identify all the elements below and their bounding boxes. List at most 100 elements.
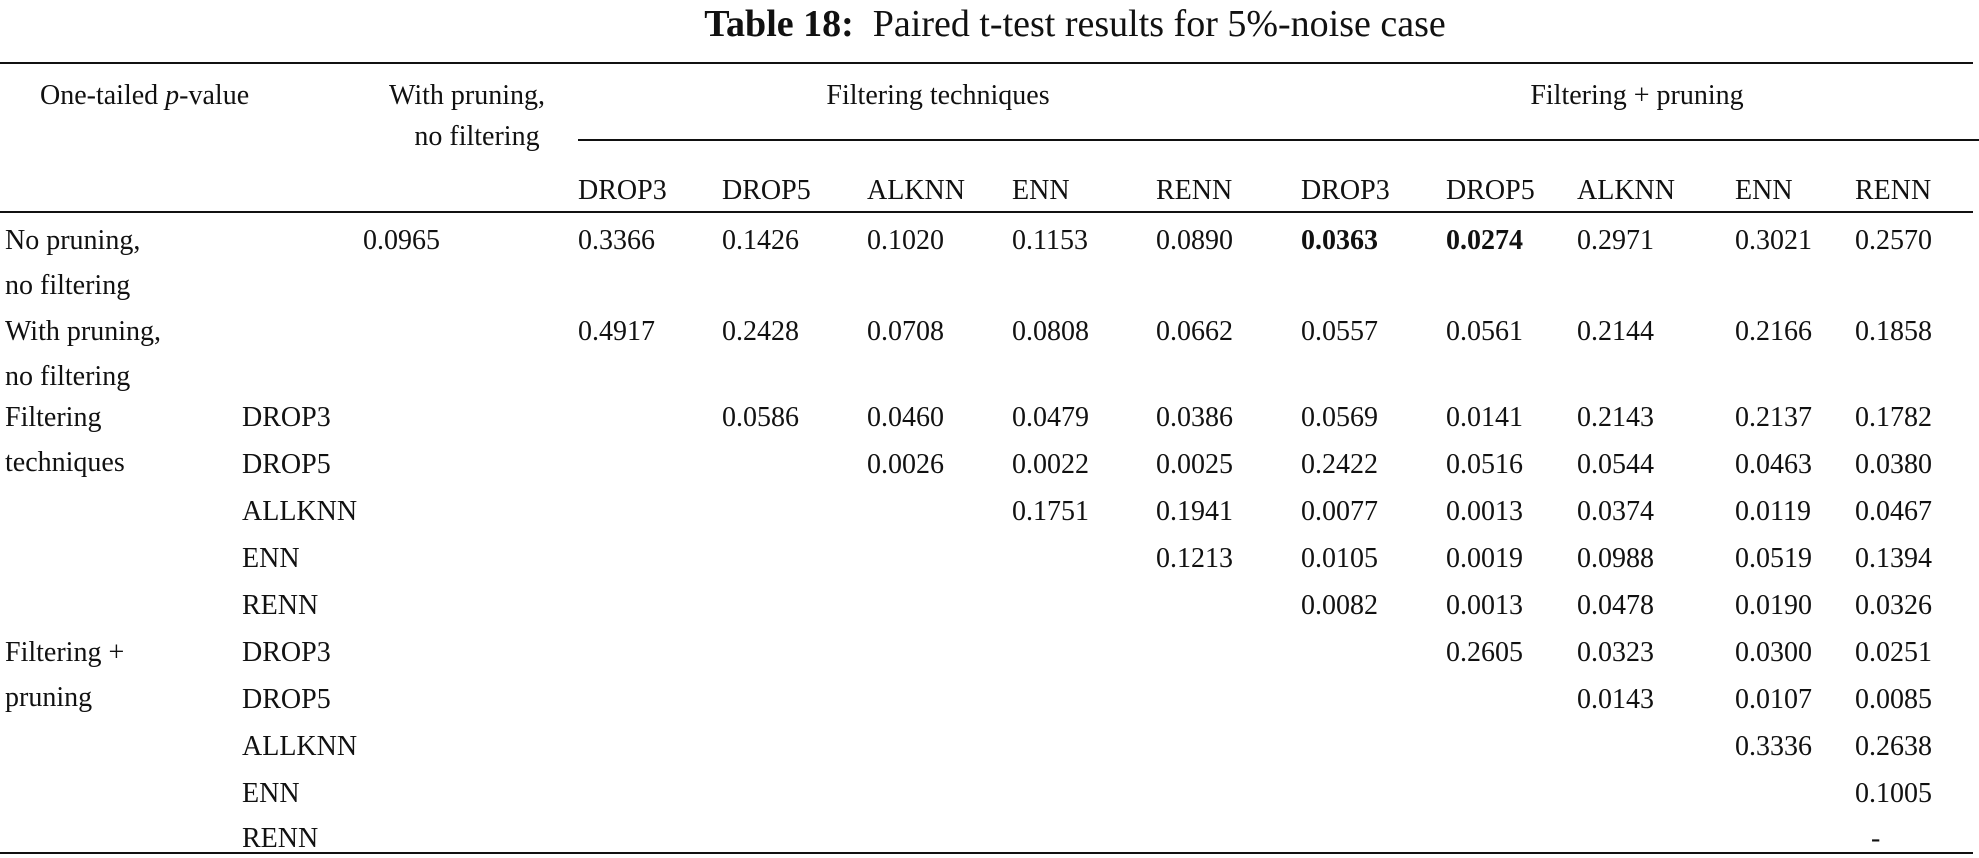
column-header-filtering-enn: ENN	[1012, 175, 1070, 206]
table-cell: 0.0022	[1012, 449, 1089, 480]
table-caption: Paired t-test results for 5%-noise case	[872, 3, 1446, 45]
table-cell: 0.0019	[1446, 543, 1523, 574]
table-cell: 0.4917	[578, 316, 655, 347]
row-label: no filtering	[5, 270, 131, 301]
table-cell: 0.0119	[1735, 496, 1811, 527]
table-cell: 0.2570	[1855, 225, 1932, 256]
table-cell: 0.0105	[1301, 543, 1378, 574]
table-cell: 0.0479	[1012, 402, 1089, 433]
column-header-filtering-pruning-drop5: DROP5	[1446, 175, 1535, 206]
table-cell: 0.0662	[1156, 316, 1233, 347]
table-cell: 0.0323	[1577, 637, 1654, 668]
table-cell: 0.0890	[1156, 225, 1233, 256]
table-cell: 0.0808	[1012, 316, 1089, 347]
table-cell: 0.0077	[1301, 496, 1378, 527]
table-cell: 0.1782	[1855, 402, 1932, 433]
with-pruning-header-line2: no filtering	[414, 121, 540, 152]
table-cell: 0.0026	[867, 449, 944, 480]
row-sublabel: ENN	[242, 778, 300, 809]
table-cell: 0.0013	[1446, 590, 1523, 621]
table-cell: 0.0251	[1855, 637, 1932, 668]
table-cell: 0.0519	[1735, 543, 1812, 574]
row-label: no filtering	[5, 361, 131, 392]
table-cell: 0.1213	[1156, 543, 1233, 574]
column-header-filtering-pruning-alknn: ALKNN	[1577, 175, 1675, 206]
table-cell: 0.0561	[1446, 316, 1523, 347]
table-cell: 0.0085	[1855, 684, 1932, 715]
row-label: pruning	[5, 682, 93, 713]
table-cell: 0.0557	[1301, 316, 1378, 347]
table-cell: 0.1005	[1855, 778, 1932, 809]
table-cell: 0.1020	[867, 225, 944, 256]
table-cell: 0.0544	[1577, 449, 1654, 480]
header-rule	[0, 211, 1973, 213]
row-sublabel: DROP3	[242, 402, 331, 433]
row-label: With pruning,	[5, 316, 161, 347]
table-cell: 0.1751	[1012, 496, 1089, 527]
row-sublabel: ALLKNN	[242, 496, 358, 527]
group-rule	[578, 139, 1979, 141]
table-cell: 0.1858	[1855, 316, 1932, 347]
table-cell: 0.0082	[1301, 590, 1378, 621]
bottom-rule	[0, 852, 1973, 854]
table-cell: 0.2428	[722, 316, 799, 347]
table-cell: 0.0143	[1577, 684, 1654, 715]
column-header-filtering-pruning-drop3: DROP3	[1301, 175, 1390, 206]
table-cell: 0.2422	[1301, 449, 1378, 480]
table-cell: 0.0107	[1735, 684, 1812, 715]
row-label: Filtering	[5, 402, 102, 433]
table-cell: 0.0274	[1446, 225, 1523, 256]
row-label: techniques	[5, 447, 125, 478]
table-cell: 0.1394	[1855, 543, 1932, 574]
row-sublabel: DROP5	[242, 684, 331, 715]
table-cell: 0.0460	[867, 402, 944, 433]
row-sublabel: ENN	[242, 543, 300, 574]
top-rule	[0, 62, 1973, 64]
table-cell: 0.0463	[1735, 449, 1812, 480]
table-cell: 0.1941	[1156, 496, 1233, 527]
table-cell: 0.0467	[1855, 496, 1932, 527]
table-cell: 0.0300	[1735, 637, 1812, 668]
column-header-filtering-alknn: ALKNN	[867, 175, 965, 206]
table-cell: -	[1871, 823, 1881, 854]
table-cell: 0.3021	[1735, 225, 1812, 256]
row-sublabel: ALLKNN	[242, 731, 358, 762]
table-cell: 0.2137	[1735, 402, 1812, 433]
table-cell: 0.2144	[1577, 316, 1654, 347]
group-header-filtering-pruning: Filtering + pruning	[1530, 80, 1744, 111]
table-cell: 0.0516	[1446, 449, 1523, 480]
row-label: Filtering +	[5, 637, 125, 668]
table-cell: 0.0386	[1156, 402, 1233, 433]
column-header-filtering-drop3: DROP3	[578, 175, 667, 206]
table-cell: 0.2166	[1735, 316, 1812, 347]
row-sublabel: DROP5	[242, 449, 331, 480]
row-label: No pruning,	[5, 225, 141, 256]
column-header-filtering-pruning-enn: ENN	[1735, 175, 1793, 206]
table-cell: 0.2605	[1446, 637, 1523, 668]
row-sublabel: DROP3	[242, 637, 331, 668]
table-title: Table 18: Paired t-test results for 5%-n…	[0, 2, 1979, 46]
column-header-filtering-pruning-renn: RENN	[1855, 175, 1932, 206]
table-cell: 0.0569	[1301, 402, 1378, 433]
table-cell: 0.0025	[1156, 449, 1233, 480]
with-pruning-header-line1: With pruning,	[389, 80, 545, 111]
table-cell: 0.1426	[722, 225, 799, 256]
table-cell: 0.0363	[1301, 225, 1378, 256]
corner-header: One-tailed p-value	[40, 80, 250, 111]
cell-with-pruning: 0.0965	[363, 225, 440, 256]
table-cell: 0.3336	[1735, 731, 1812, 762]
table-cell: 0.0380	[1855, 449, 1932, 480]
table-cell: 0.0708	[867, 316, 944, 347]
table-cell: 0.1153	[1012, 225, 1088, 256]
table-cell: 0.2638	[1855, 731, 1932, 762]
table-cell: 0.3366	[578, 225, 655, 256]
row-sublabel: RENN	[242, 823, 319, 854]
table-cell: 0.0374	[1577, 496, 1654, 527]
column-header-filtering-renn: RENN	[1156, 175, 1233, 206]
table-cell: 0.0326	[1855, 590, 1932, 621]
table-cell: 0.2143	[1577, 402, 1654, 433]
column-header-filtering-drop5: DROP5	[722, 175, 811, 206]
table-number: Table 18:	[704, 3, 854, 45]
table-cell: 0.0478	[1577, 590, 1654, 621]
table-cell: 0.0141	[1446, 402, 1523, 433]
